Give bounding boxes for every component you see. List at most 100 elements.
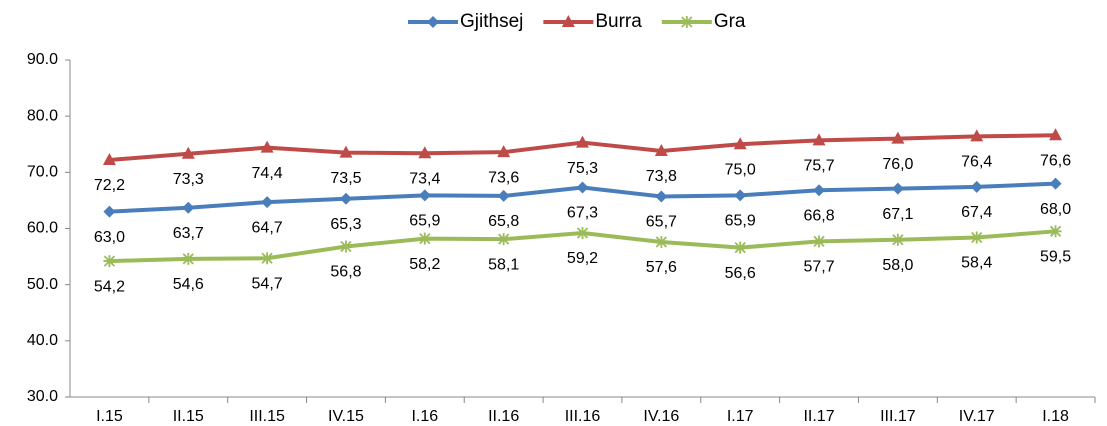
- x-tick-label: II.17: [803, 408, 834, 425]
- x-tick-label: III.16: [565, 408, 601, 425]
- data-label: 76,6: [1040, 152, 1071, 169]
- point-marker: [182, 252, 195, 265]
- legend-marker: [427, 16, 439, 28]
- legend-marker: [561, 15, 575, 27]
- point-marker: [1049, 177, 1062, 190]
- point-marker: [103, 255, 116, 268]
- point-marker: [970, 231, 983, 244]
- x-tick-label: IV.15: [328, 408, 364, 425]
- data-label: 65,7: [646, 214, 677, 231]
- x-tick-label: II.15: [173, 408, 204, 425]
- point-marker: [418, 146, 432, 159]
- data-label: 58,4: [961, 255, 992, 272]
- data-label: 59,5: [1040, 249, 1071, 266]
- point-marker: [102, 152, 116, 165]
- point-marker: [734, 241, 747, 254]
- x-tick-label: I.15: [96, 408, 123, 425]
- data-label: 72,2: [94, 177, 125, 194]
- point-marker: [339, 192, 352, 205]
- data-label: 63,7: [173, 225, 204, 242]
- point-marker: [261, 252, 274, 265]
- legend-label: Gra: [714, 11, 746, 32]
- point-marker: [733, 137, 747, 150]
- y-tick-label: 90.0: [27, 51, 58, 68]
- data-label: 73,8: [646, 168, 677, 185]
- x-tick-label: IV.16: [643, 408, 679, 425]
- point-marker: [891, 182, 904, 195]
- legend-label: Burra: [595, 11, 642, 32]
- point-marker: [497, 233, 510, 246]
- point-marker: [813, 235, 826, 248]
- point-marker: [260, 140, 274, 153]
- legend-marker: [680, 16, 693, 28]
- point-marker: [970, 180, 983, 193]
- point-marker: [1049, 225, 1062, 238]
- point-marker: [181, 146, 195, 159]
- data-label: 56,8: [330, 264, 361, 281]
- x-tick-label: II.16: [488, 408, 519, 425]
- y-tick-label: 80.0: [27, 107, 58, 124]
- data-label: 54,2: [94, 278, 125, 295]
- point-marker: [891, 131, 905, 144]
- data-label: 58,1: [488, 256, 519, 273]
- point-marker: [891, 233, 904, 246]
- data-label: 54,6: [173, 276, 204, 293]
- data-label: 67,4: [961, 204, 992, 221]
- data-label: 57,6: [646, 259, 677, 276]
- data-label: 73,3: [173, 171, 204, 188]
- data-label: 76,0: [882, 156, 913, 173]
- point-marker: [655, 235, 668, 248]
- data-label: 56,6: [725, 265, 756, 282]
- data-label: 73,6: [488, 169, 519, 186]
- x-tick-label: IV.17: [959, 408, 995, 425]
- data-label: 65,9: [409, 213, 440, 230]
- point-marker: [576, 135, 589, 148]
- x-tick-label: I.18: [1042, 408, 1069, 425]
- data-label: 54,7: [252, 275, 283, 292]
- data-label: 76,4: [961, 154, 992, 171]
- data-label: 73,4: [409, 170, 440, 187]
- y-tick-label: 30.0: [27, 388, 58, 405]
- point-marker: [497, 189, 510, 202]
- point-marker: [970, 129, 984, 142]
- point-marker: [1049, 128, 1063, 141]
- y-tick-label: 50.0: [27, 276, 58, 293]
- data-label: 74,4: [252, 165, 283, 182]
- data-label: 58,0: [882, 257, 913, 274]
- y-tick-label: 60.0: [27, 220, 58, 237]
- x-tick-label: I.17: [727, 408, 754, 425]
- point-marker: [813, 184, 826, 197]
- data-label: 66,8: [803, 208, 834, 225]
- data-label: 75,0: [725, 161, 756, 178]
- data-label: 65,3: [330, 216, 361, 233]
- point-marker: [339, 240, 352, 253]
- x-tick-label: I.16: [411, 408, 438, 425]
- y-tick-label: 40.0: [27, 332, 58, 349]
- point-marker: [261, 196, 274, 209]
- point-marker: [654, 143, 668, 156]
- data-label: 68,0: [1040, 201, 1071, 218]
- x-tick-label: III.17: [880, 408, 916, 425]
- data-label: 65,8: [488, 213, 519, 230]
- data-label: 65,9: [725, 213, 756, 230]
- point-marker: [103, 205, 116, 218]
- data-label: 59,2: [567, 250, 598, 267]
- data-label: 67,1: [882, 206, 913, 223]
- point-marker: [576, 226, 589, 239]
- data-label: 75,7: [803, 158, 834, 175]
- point-marker: [418, 232, 431, 245]
- point-marker: [339, 145, 353, 158]
- y-tick-label: 70.0: [27, 164, 58, 181]
- data-label: 75,3: [567, 160, 598, 177]
- legend-label: Gjithsej: [460, 11, 523, 32]
- point-marker: [418, 189, 431, 202]
- data-label: 73,5: [330, 170, 361, 187]
- x-tick-label: III.15: [249, 408, 285, 425]
- point-marker: [734, 189, 747, 202]
- data-label: 58,2: [409, 256, 440, 273]
- point-marker: [182, 201, 195, 214]
- data-label: 63,0: [94, 229, 125, 246]
- point-marker: [497, 145, 511, 158]
- data-label: 67,3: [567, 205, 598, 222]
